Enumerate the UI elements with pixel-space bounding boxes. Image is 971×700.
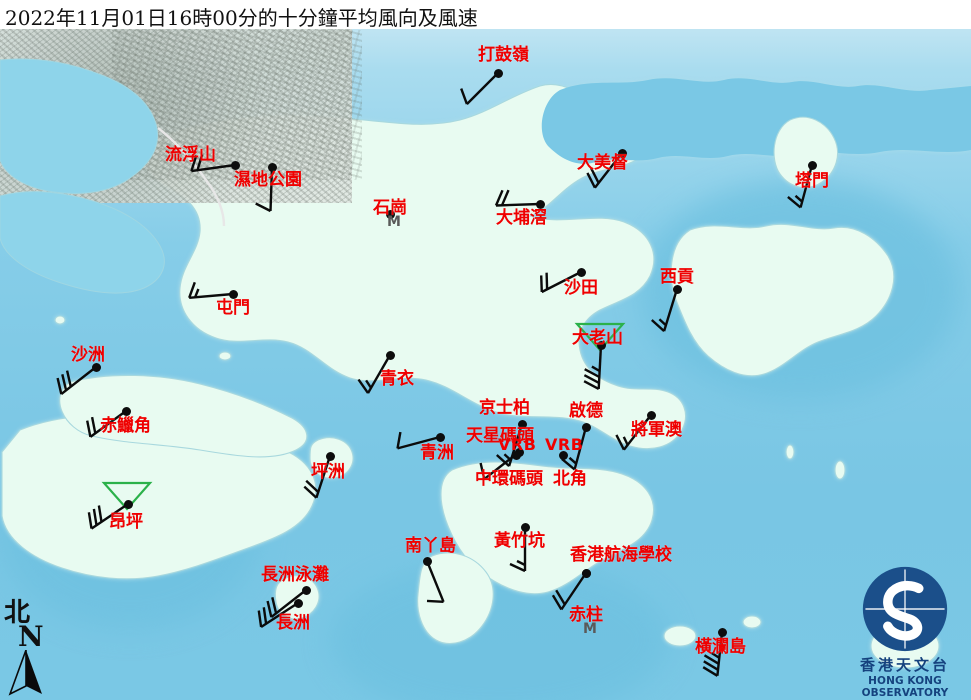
station-dot <box>646 410 656 420</box>
station-label: 沙田 <box>564 278 598 298</box>
satellite-imagery-detail <box>112 30 362 180</box>
page-title: 2022年11月01日16時00分的十分鐘平均風向及風速 <box>5 6 478 30</box>
station-dot <box>581 568 591 578</box>
station-label: 啟德 <box>569 401 603 421</box>
station-label: 青洲 <box>420 443 454 463</box>
station-dot <box>807 160 817 170</box>
station-dot <box>717 627 727 637</box>
variable-wind-code: VRB <box>498 435 537 454</box>
station-label: 西貢 <box>660 267 694 287</box>
station-label: 中環碼頭 <box>475 469 543 489</box>
station-dot <box>422 556 432 566</box>
station-label: 長洲 <box>276 613 310 633</box>
station-dot <box>228 289 238 299</box>
station-label: 赤柱 <box>569 605 603 625</box>
hko-emblem-icon <box>862 566 948 652</box>
compass-label-cn: 北 <box>4 598 31 628</box>
station-dot <box>91 362 101 372</box>
title-bar: 2022年11月01日16時00分的十分鐘平均風向及風速 <box>0 0 971 30</box>
missing-data-code: M <box>387 214 401 230</box>
station-label: 長洲泳灘 <box>261 565 329 585</box>
station-dot <box>558 450 568 460</box>
station-label: 黃竹坑 <box>494 531 545 551</box>
station-dot <box>121 406 131 416</box>
station-dot <box>267 162 277 172</box>
station-dot <box>325 451 335 461</box>
station-dot <box>617 148 627 158</box>
station-label: 石崗 <box>373 198 407 218</box>
variable-wind-code: VRB <box>545 435 584 454</box>
compass-label-en: N <box>18 620 44 653</box>
station-label: 塔門 <box>795 171 829 191</box>
station-label: 流浮山 <box>165 145 216 165</box>
station-label: 大老山 <box>572 328 623 348</box>
station-label: 青衣 <box>380 369 414 389</box>
station-label: 香港航海學校 <box>570 545 672 565</box>
station-label: 南丫島 <box>405 536 456 556</box>
station-dot <box>576 267 586 277</box>
station-label: 將軍澳 <box>631 420 682 440</box>
station-dot <box>123 499 133 509</box>
station-dot <box>301 585 311 595</box>
station-label: 坪洲 <box>311 462 345 482</box>
station-label: 沙洲 <box>71 345 105 365</box>
missing-data-code: M <box>583 621 597 637</box>
station-dot <box>672 284 682 294</box>
station-dot <box>493 68 503 78</box>
station-label: 赤鱲角 <box>100 416 151 436</box>
station-label: 屯門 <box>216 298 250 318</box>
hko-name-en: HONG KONG OBSERVATORY <box>861 675 949 699</box>
station-dot <box>293 598 303 608</box>
station-dot <box>435 432 445 442</box>
station-dot <box>517 419 527 429</box>
station-dot <box>520 522 530 532</box>
station-label: 打鼓嶺 <box>478 45 529 65</box>
station-label: 橫瀾島 <box>695 637 746 657</box>
hko-logo: 香港天文台 HONG KONG OBSERVATORY <box>846 566 964 699</box>
station-label: 大美督 <box>577 153 628 173</box>
station-label: 大埔滘 <box>496 208 547 228</box>
station-dot <box>385 350 395 360</box>
hko-name-cn: 香港天文台 <box>859 656 950 674</box>
north-arrow-icon <box>8 650 42 696</box>
station-dot <box>581 422 591 432</box>
station-dot <box>385 209 395 219</box>
station-dot <box>230 160 240 170</box>
station-label: 昂坪 <box>109 512 143 532</box>
station-label: 北角 <box>553 469 587 489</box>
station-label: 京士柏 <box>479 398 530 418</box>
station-label: 濕地公園 <box>234 170 302 190</box>
station-dot <box>535 199 545 209</box>
station-dot <box>596 340 606 350</box>
